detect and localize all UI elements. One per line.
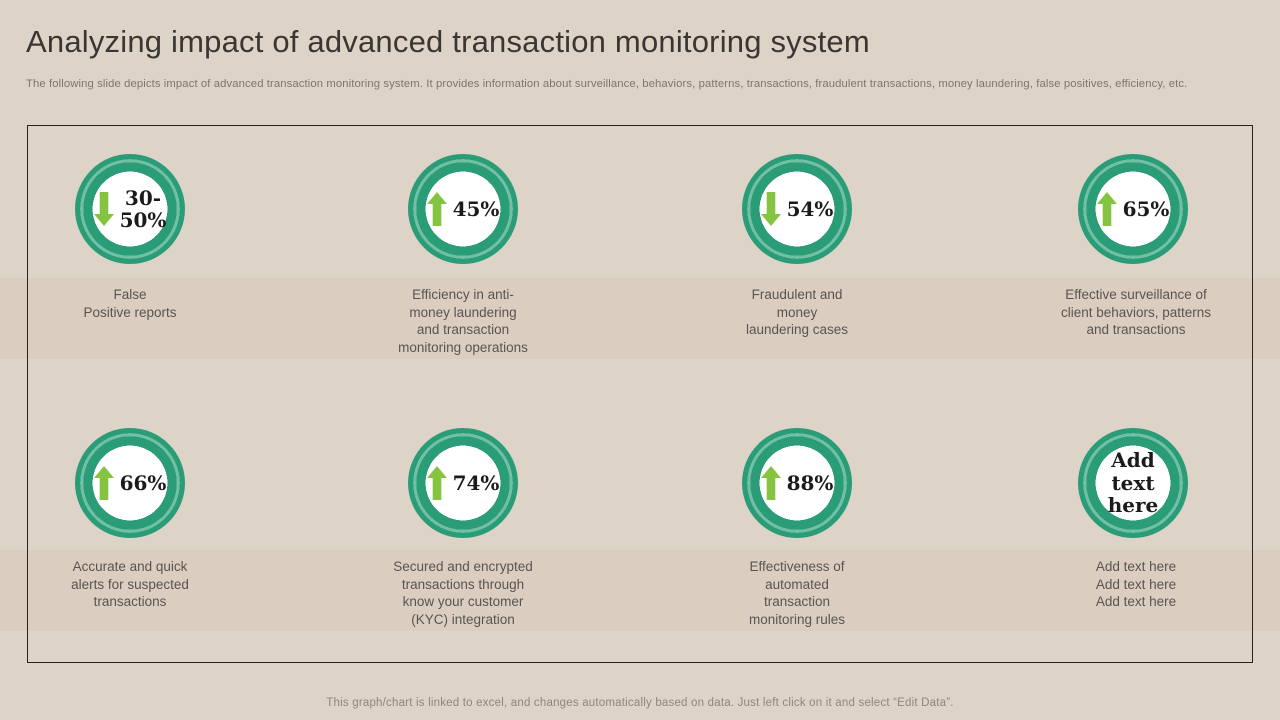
stat-label-kyc: Secured and encrypted transactions throu… <box>393 559 533 627</box>
stat-circle-false-positives: 30- 50% <box>75 154 185 264</box>
stat-circle-surveillance: 65% <box>1078 154 1188 264</box>
stat-circle-automation: 88% <box>742 428 852 538</box>
trend-arrow-icon <box>1096 192 1117 226</box>
stat-label-false-positives: False Positive reports <box>83 287 177 320</box>
label-band-top <box>0 278 1280 359</box>
chart-frame[interactable] <box>27 125 1253 663</box>
stat-circle-kyc: 74% <box>408 428 518 538</box>
stat-value: 65% <box>1122 196 1170 221</box>
stat-value: 45% <box>452 196 500 221</box>
trend-arrow-icon <box>426 466 447 500</box>
stat-circle-fraud-cases: 54% <box>742 154 852 264</box>
page-subtitle: The following slide depicts impact of ad… <box>26 78 1188 90</box>
stat-label-alerts: Accurate and quick alerts for suspected … <box>71 559 189 609</box>
stat-label-automation: Effectiveness of automated transaction m… <box>748 559 846 627</box>
page-title: Analyzing impact of advanced transaction… <box>26 24 870 59</box>
stat-value: 54% <box>786 196 834 221</box>
stat-circle-aml-efficiency: 45% <box>408 154 518 264</box>
stat-label-fraud-cases: Fraudulent and money laundering cases <box>745 287 849 337</box>
stat-value: 30- 50% <box>119 185 167 232</box>
stat-value: Add text here <box>1107 448 1159 518</box>
stat-label-placeholder[interactable]: Add text here Add text here Add text her… <box>1095 559 1177 609</box>
stat-value: 88% <box>786 470 834 495</box>
trend-arrow-icon <box>760 466 781 500</box>
stat-label-aml-efficiency: Efficiency in anti- money laundering and… <box>398 287 528 355</box>
stat-value: 74% <box>452 470 500 495</box>
trend-arrow-icon <box>93 192 114 226</box>
trend-arrow-icon <box>426 192 447 226</box>
stat-label-surveillance: Effective surveillance of client behavio… <box>1060 287 1212 337</box>
footer-note: This graph/chart is linked to excel, and… <box>326 697 954 709</box>
stat-value: 66% <box>119 470 167 495</box>
trend-arrow-icon <box>760 192 781 226</box>
stat-circle-placeholder[interactable]: Add text here <box>1078 428 1188 538</box>
trend-arrow-icon <box>93 466 114 500</box>
stat-circle-alerts: 66% <box>75 428 185 538</box>
label-band-bottom <box>0 550 1280 631</box>
